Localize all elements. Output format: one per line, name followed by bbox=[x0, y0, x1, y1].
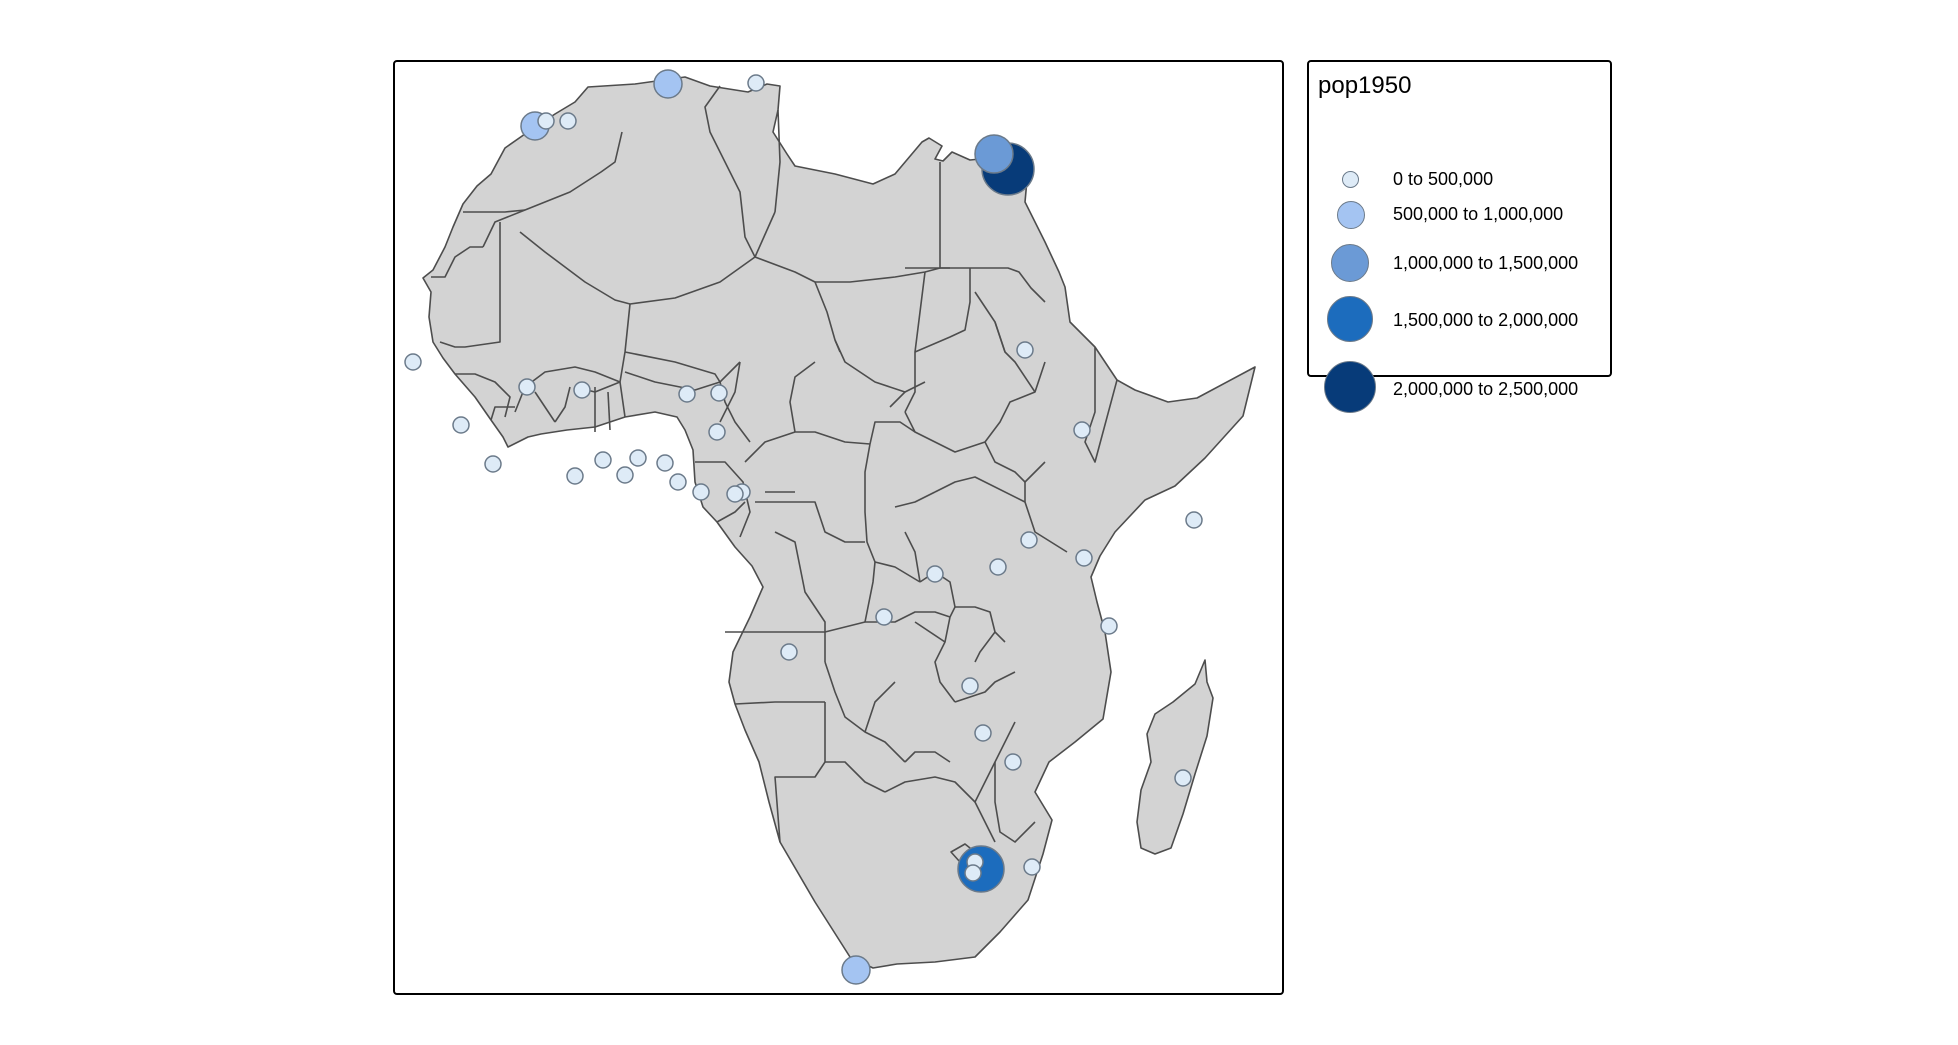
legend-item: 0 to 500,000 bbox=[1309, 159, 1609, 199]
madagascar bbox=[1136, 659, 1214, 855]
city-marker bbox=[594, 451, 612, 469]
city-marker bbox=[537, 112, 555, 130]
city-marker bbox=[708, 423, 726, 441]
city-marker bbox=[1073, 421, 1091, 439]
legend-label: 1,000,000 to 1,500,000 bbox=[1393, 253, 1579, 273]
legend-title: pop1950 bbox=[1318, 72, 1412, 99]
legend-symbol bbox=[1337, 201, 1365, 229]
city-marker bbox=[404, 353, 422, 371]
legend-label: 0 to 500,000 bbox=[1393, 169, 1494, 189]
city-marker bbox=[1185, 511, 1203, 529]
africa-landmass bbox=[422, 76, 1256, 969]
map-legend: pop1950 0 to 500,000 500,000 to 1,000,00… bbox=[1307, 60, 1612, 413]
city-marker bbox=[1016, 341, 1034, 359]
city-marker bbox=[669, 473, 687, 491]
city-marker bbox=[566, 467, 584, 485]
africa-map bbox=[404, 69, 1256, 985]
legend-label: 1,500,000 to 2,000,000 bbox=[1393, 310, 1579, 330]
city-marker bbox=[1075, 549, 1093, 567]
legend-item: 2,000,000 to 2,500,000 bbox=[1309, 361, 1609, 413]
legend-symbol bbox=[1342, 171, 1359, 188]
city-marker bbox=[1100, 617, 1118, 635]
legend-symbol bbox=[1327, 296, 1373, 342]
city-marker bbox=[678, 385, 696, 403]
city-marker bbox=[573, 381, 591, 399]
city-marker bbox=[653, 69, 683, 99]
city-marker bbox=[1004, 753, 1022, 771]
city-marker bbox=[692, 483, 710, 501]
city-marker bbox=[1023, 858, 1041, 876]
city-marker bbox=[780, 643, 798, 661]
legend-symbol bbox=[1324, 361, 1376, 413]
city-marker bbox=[616, 466, 634, 484]
city-marker bbox=[974, 134, 1014, 174]
city-marker bbox=[656, 454, 674, 472]
city-markers bbox=[404, 69, 1203, 985]
city-marker bbox=[629, 449, 647, 467]
city-marker bbox=[1174, 769, 1192, 787]
legend-symbol bbox=[1331, 244, 1369, 282]
city-marker bbox=[726, 485, 744, 503]
legend-item: 1,500,000 to 2,000,000 bbox=[1309, 296, 1609, 342]
city-marker bbox=[518, 378, 536, 396]
city-marker bbox=[559, 112, 577, 130]
city-marker bbox=[926, 565, 944, 583]
city-marker bbox=[875, 608, 893, 626]
country-borders bbox=[431, 85, 1118, 863]
city-marker bbox=[989, 558, 1007, 576]
city-marker bbox=[710, 384, 728, 402]
city-marker bbox=[1020, 531, 1038, 549]
city-marker bbox=[484, 455, 502, 473]
legend-label: 2,000,000 to 2,500,000 bbox=[1393, 379, 1579, 399]
legend-item: 500,000 to 1,000,000 bbox=[1309, 194, 1609, 234]
legend-item: 1,000,000 to 1,500,000 bbox=[1309, 243, 1609, 283]
city-marker bbox=[747, 74, 765, 92]
africa-mainland bbox=[422, 76, 1256, 969]
legend-label: 500,000 to 1,000,000 bbox=[1393, 204, 1564, 224]
city-marker bbox=[957, 845, 1005, 893]
map-panel bbox=[393, 60, 1284, 995]
city-marker bbox=[961, 677, 979, 695]
city-marker bbox=[452, 416, 470, 434]
city-marker bbox=[974, 724, 992, 742]
city-marker bbox=[964, 864, 982, 882]
city-marker bbox=[841, 955, 871, 985]
